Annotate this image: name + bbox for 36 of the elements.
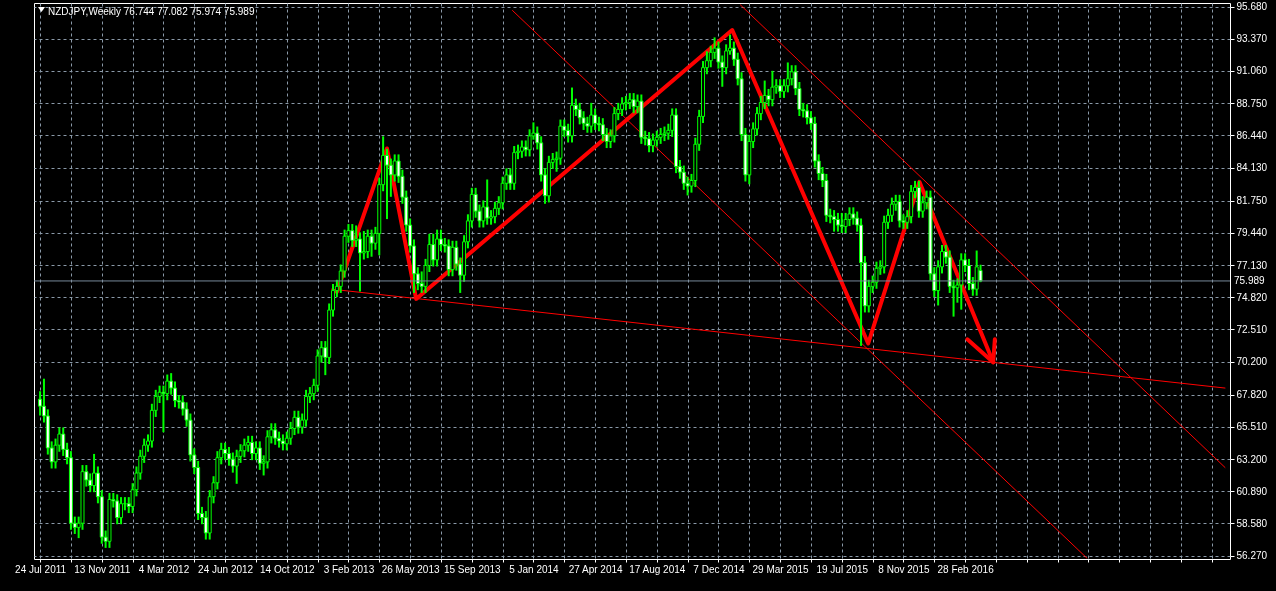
x-tick-label: 24 Jul 2011 — [15, 563, 67, 575]
y-tick-label: 79.440 — [1236, 227, 1268, 239]
x-tick-label: 24 Jun 2012 — [198, 563, 254, 575]
x-tick-label: 28 Feb 2016 — [937, 563, 995, 575]
x-tick-label: 3 Feb 2013 — [323, 563, 375, 575]
chart-title: NZDJPY,Weekly 76.744 77.082 75.974 75.989 — [48, 5, 255, 17]
y-tick-label: 72.510 — [1236, 323, 1268, 335]
x-tick-label: 5 Jan 2014 — [509, 563, 560, 575]
x-tick-label: 26 May 2013 — [381, 563, 440, 575]
y-tick-label: 84.130 — [1236, 162, 1268, 174]
x-tick-label: 15 Sep 2013 — [443, 563, 502, 575]
x-tick-label: 13 Nov 2011 — [74, 563, 131, 575]
x-tick-label: 19 Jul 2015 — [816, 563, 869, 575]
y-tick-label: 91.060 — [1236, 65, 1268, 77]
x-tick-label: 14 Oct 2012 — [260, 563, 315, 575]
x-tick-label: 8 Nov 2015 — [878, 563, 930, 575]
x-tick-label: 7 Dec 2014 — [693, 563, 745, 575]
y-tick-label: 77.130 — [1236, 259, 1268, 271]
y-tick-label: 74.820 — [1236, 291, 1268, 303]
y-tick-label: 60.890 — [1236, 485, 1268, 497]
y-tick-label: 67.820 — [1236, 389, 1268, 401]
y-tick-label: 81.750 — [1236, 195, 1268, 207]
x-tick-label: 17 Aug 2014 — [629, 563, 686, 575]
y-tick-label: 58.580 — [1236, 517, 1268, 529]
y-tick-label: 70.200 — [1236, 356, 1268, 368]
x-tick-label: 27 Apr 2014 — [568, 563, 624, 575]
y-tick-label: 65.510 — [1236, 421, 1268, 433]
y-tick-label: 95.680 — [1236, 1, 1268, 13]
x-tick-label: 4 Mar 2012 — [138, 563, 190, 575]
y-tick-label: 93.370 — [1236, 33, 1268, 45]
y-tick-label: 86.440 — [1236, 129, 1268, 141]
y-tick-label: 56.270 — [1236, 550, 1268, 562]
x-tick-label: 29 Mar 2015 — [752, 563, 810, 575]
ref-line-label: 75.989 — [1234, 274, 1266, 286]
y-tick-label: 63.200 — [1236, 453, 1268, 465]
y-tick-label: 88.750 — [1236, 97, 1268, 109]
